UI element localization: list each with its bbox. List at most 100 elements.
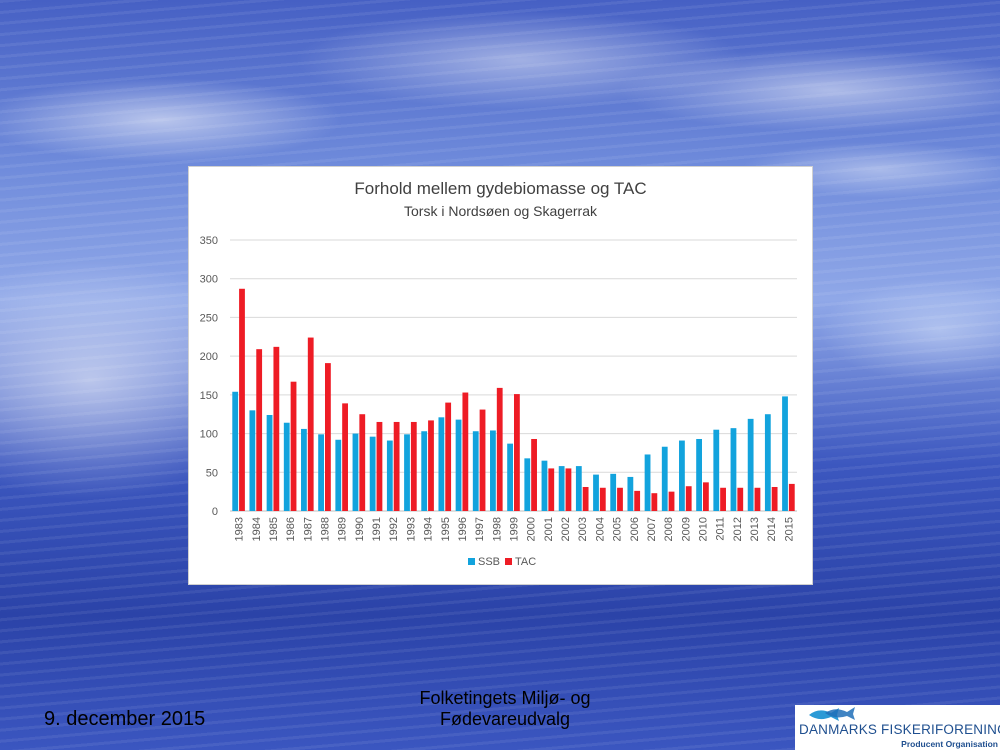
x-tick-label: 2006 (629, 517, 641, 541)
bar-tac (703, 482, 709, 511)
y-tick-label: 350 (200, 235, 218, 247)
x-tick-label: 1994 (423, 517, 435, 541)
bar-ssb (301, 428, 307, 511)
bar-tac (737, 487, 744, 511)
bar-tac (290, 381, 297, 511)
bar-tac (307, 337, 314, 511)
x-tick-label: 2001 (543, 517, 555, 541)
y-tick-label: 150 (200, 390, 218, 402)
x-tick-label: 1984 (251, 517, 263, 541)
bar-tac (342, 403, 348, 511)
bar-tac (256, 349, 263, 511)
footer-title-line1: Folketingets Miljø- og (419, 688, 591, 708)
bar-tac (514, 394, 520, 511)
bar-ssb (696, 438, 702, 511)
bar-ssb (747, 418, 754, 511)
bar-ssb (266, 414, 273, 511)
bar-ssb (610, 473, 617, 511)
x-tick-label: 2014 (766, 517, 778, 541)
footer-title-line2: Fødevareudvalg (439, 709, 571, 729)
bar-tac (410, 421, 417, 511)
bar-tac (771, 486, 778, 511)
x-tick-label: 1997 (474, 517, 486, 541)
x-tick-label: 1983 (234, 517, 246, 541)
x-tick-label: 2004 (594, 517, 606, 541)
x-tick-label: 1987 (302, 517, 314, 541)
legend-label-tac: TAC (515, 556, 536, 568)
bar-tac (599, 487, 606, 511)
bar-tac (788, 483, 795, 511)
x-tick-label: 1992 (388, 517, 400, 541)
bar-tac (359, 414, 366, 511)
bar-ssb (386, 440, 393, 511)
x-tick-label: 1991 (371, 517, 383, 541)
x-tick-label: 1985 (268, 517, 280, 541)
bar-ssb (644, 454, 651, 511)
bar-ssb (627, 476, 634, 511)
y-tick-label: 250 (200, 312, 218, 324)
x-tick-label: 1988 (320, 517, 332, 541)
bar-tac (582, 486, 589, 511)
x-tick-label: 1996 (457, 517, 469, 541)
bar-tac (531, 438, 537, 511)
chart-title: Forhold mellem gydebiomasse og TAC (354, 179, 647, 198)
bar-ssb (558, 466, 565, 511)
bar-ssb (713, 429, 720, 511)
bar-ssb (283, 422, 290, 511)
fish-icon (809, 707, 855, 721)
bar-ssb (249, 410, 256, 511)
x-tick-label: 1990 (354, 517, 366, 541)
bar-tac (479, 409, 486, 511)
bar-tac (634, 490, 641, 511)
bar-tac (496, 387, 503, 511)
x-tick-label: 2013 (749, 517, 761, 541)
bar-ssb (232, 391, 239, 511)
bar-ssb (352, 433, 359, 511)
bar-ssb (369, 436, 376, 511)
bar-tac (651, 493, 658, 511)
bar-tac (428, 420, 434, 511)
x-tick-label: 2000 (526, 517, 538, 541)
y-tick-label: 50 (206, 467, 218, 479)
x-tick-label: 1998 (491, 517, 503, 541)
bar-tac (376, 421, 383, 511)
chart-subtitle: Torsk i Nordsøen og Skagerrak (404, 203, 597, 219)
y-tick-label: 0 (212, 506, 218, 518)
bar-ssb (404, 434, 410, 511)
x-tick-label: 2007 (646, 517, 658, 541)
bar-tac (720, 487, 726, 511)
x-tick-label: 1993 (405, 517, 417, 541)
x-tick-label: 1989 (337, 517, 349, 541)
bar-ssb (593, 474, 599, 511)
bar-tac (617, 487, 623, 511)
x-tick-label: 2015 (783, 517, 795, 541)
y-tick-label: 200 (200, 351, 218, 363)
bar-tac (273, 346, 280, 511)
bar-tac (548, 468, 555, 511)
x-tick-label: 2011 (715, 517, 727, 541)
bar-tac (325, 363, 331, 511)
bar-ssb (679, 440, 685, 511)
x-tick-label: 1999 (509, 517, 521, 541)
bar-ssb (507, 443, 513, 511)
legend-label-ssb: SSB (478, 556, 500, 568)
y-tick-label: 300 (200, 274, 218, 286)
bar-tac (668, 491, 675, 511)
bar-tac (754, 487, 761, 511)
bar-ssb (661, 446, 668, 511)
bar-tac (393, 421, 400, 511)
bar-ssb (438, 417, 445, 511)
bar-ssb (421, 431, 428, 511)
legend-swatch-tac (505, 558, 512, 565)
bar-tac (239, 288, 245, 511)
bar-ssb (455, 419, 462, 511)
bar-ssb (472, 431, 479, 511)
bar-tac (445, 402, 452, 511)
footer-date: 9. december 2015 (44, 708, 206, 730)
x-tick-label: 2012 (732, 517, 744, 541)
bar-tac (685, 486, 692, 511)
x-tick-label: 2003 (577, 517, 589, 541)
bar-ssb (524, 458, 531, 511)
bar-ssb (490, 430, 496, 511)
x-tick-label: 2008 (663, 517, 675, 541)
